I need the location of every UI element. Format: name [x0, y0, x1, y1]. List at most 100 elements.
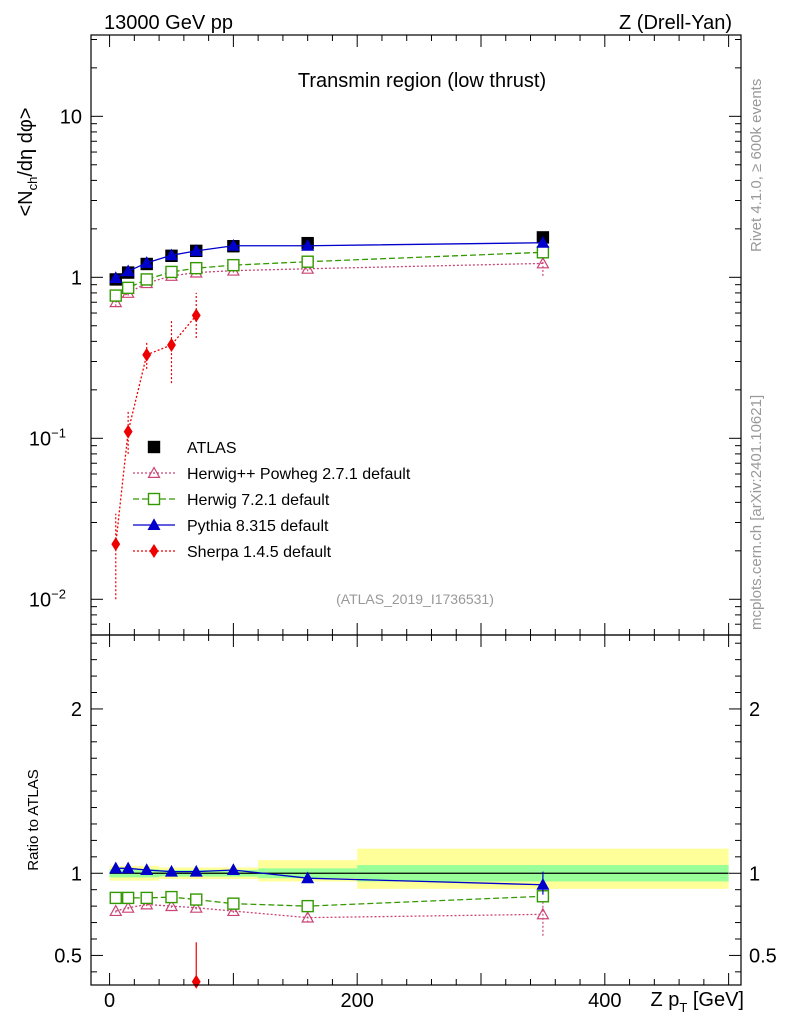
main-data-point [189, 244, 203, 256]
legend-label: Pythia 8.315 default [187, 518, 329, 535]
main-data-point [140, 273, 153, 286]
ratio-data-point [109, 904, 123, 917]
main-series-4 [111, 292, 201, 600]
main-ylabel: <Nch/dη dφ> [15, 108, 40, 217]
legend-entry: Pythia 8.315 default [133, 518, 329, 535]
ratio-data-point [226, 904, 240, 917]
main-data-point [191, 308, 201, 323]
main-data-point [536, 256, 550, 269]
main-data-point [142, 347, 152, 362]
ratio-series-0 [109, 897, 550, 936]
main-series-line [115, 251, 543, 297]
ratio-series-line [115, 903, 543, 919]
main-y-tick-label: 10−1 [29, 425, 66, 450]
header-right: Z (Drell-Yan) [619, 12, 732, 34]
main-data-point [536, 235, 550, 248]
ylabel-part-open: <N [15, 190, 37, 216]
x-axis-label: Z pT [GeV] [650, 989, 744, 1015]
ratio-data-point [227, 897, 240, 910]
ratio-data-point [189, 864, 203, 877]
ratio-series-3 [191, 942, 201, 989]
ratio-x-tick-label: 200 [341, 990, 374, 1012]
main-data-point [121, 264, 135, 277]
main-data-point [109, 289, 122, 302]
ratio-data-point [121, 901, 135, 913]
ratio-data-point [109, 861, 123, 874]
xlabel-unit: [GeV] [687, 989, 744, 1011]
ratio-x-tick-label: 400 [588, 990, 621, 1012]
legend-label: Herwig++ Powheg 2.7.1 default [187, 466, 411, 483]
legend-label: Herwig 7.2.1 default [187, 492, 330, 509]
legend-label: Sherpa 1.4.5 default [187, 544, 332, 561]
main-data-point [109, 271, 123, 284]
legend-entry: Herwig++ Powheg 2.7.1 default [133, 466, 411, 483]
main-y-tick-label: 10−2 [29, 586, 66, 611]
ratio-data-point [191, 974, 201, 989]
ratio-y-tick-label-left: 2 [71, 699, 82, 721]
main-series-3 [109, 235, 550, 284]
main-series-line [115, 262, 543, 303]
ratio-series-line [115, 895, 543, 907]
ratio-series-1 [109, 890, 550, 913]
main-data-point [226, 239, 240, 251]
ratio-data-point [301, 871, 315, 884]
ratio-y-tick-label-right: 0.5 [749, 945, 777, 967]
ratio-data-point [536, 907, 550, 920]
ratio-data-point [189, 901, 203, 913]
ratio-data-point [301, 910, 315, 923]
legend-entry: Sherpa 1.4.5 default [133, 544, 332, 561]
ratio-data-point [140, 863, 154, 875]
legend-entry: ATLAS [147, 440, 237, 457]
main-data-point [227, 258, 240, 272]
legend-entry: Herwig 7.2.1 default [133, 492, 330, 509]
main-data-point [121, 281, 135, 295]
ratio-data-point [140, 891, 153, 905]
header-left: 13000 GeV pp [104, 12, 233, 34]
legend-marker [147, 492, 161, 506]
ratio-frame [90, 634, 742, 986]
main-data-point [301, 262, 315, 274]
main-data-point [301, 255, 314, 268]
main-y-tick-label: 10 [60, 106, 82, 128]
ratio-y-tick-label-right: 1 [749, 863, 760, 885]
rivet-label: Rivet 4.1.0, ≥ 600k events [748, 79, 765, 252]
ratio-data-point [536, 878, 550, 890]
legend-label: ATLAS [187, 440, 237, 457]
ratio-data-point [109, 891, 122, 905]
ratio-y-tick-label-left: 1 [71, 863, 82, 885]
analysis-watermark: (ATLAS_2019_I1736531) [336, 591, 494, 607]
ratio-series-2 [109, 861, 550, 895]
main-y-tick-exponent: −1 [51, 425, 66, 440]
main-data-point [167, 337, 176, 352]
ratio-data-point [164, 899, 178, 912]
ylabel-sub: ch [25, 177, 40, 191]
legend: ATLAS Herwig++ Powheg 2.7.1 default Herwig… [133, 440, 411, 561]
main-data-point [111, 537, 121, 552]
xlabel-main: Z p [650, 989, 679, 1011]
main-data-point [536, 246, 550, 259]
ratio-data-point [164, 864, 178, 877]
main-data-point [301, 239, 315, 251]
main-data-point [190, 261, 203, 275]
main-data-point [164, 248, 178, 261]
legend-marker [149, 544, 159, 558]
ratio-ylabel: Ratio to ATLAS [25, 769, 42, 870]
main-panel: Transmin region (low thrust) (ATLAS_2019… [29, 34, 742, 636]
main-title: Transmin region (low thrust) [298, 70, 546, 92]
ratio-y-tick-label-left: 0.5 [54, 945, 82, 967]
ratio-data-point [301, 899, 314, 913]
xlabel-sub: T [679, 1000, 687, 1015]
ratio-y-tick-label-right: 2 [749, 699, 760, 721]
mcplots-label: mcplots.cern.ch [arXiv:2401.10621] [748, 395, 765, 630]
legend-marker [147, 440, 161, 454]
main-y-tick-exponent: −2 [51, 586, 66, 601]
ratio-data-point [226, 863, 240, 875]
ratio-data-point [121, 891, 135, 905]
main-series-2 [109, 246, 550, 302]
ratio-x-tick-label: 0 [104, 990, 115, 1012]
main-series-line [115, 242, 543, 279]
main-data-point [140, 256, 154, 268]
main-data-point [123, 424, 133, 439]
ylabel-part-rest: /dη dφ> [15, 108, 37, 177]
